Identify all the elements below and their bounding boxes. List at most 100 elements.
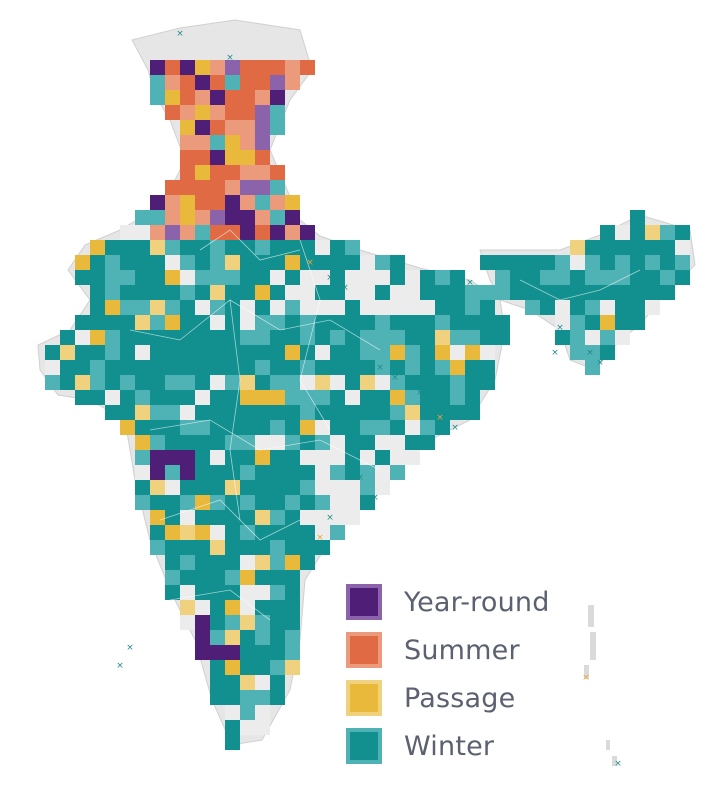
grid-cell — [180, 600, 195, 615]
grid-cell — [270, 255, 285, 270]
grid-cell — [435, 285, 450, 300]
grid-cell — [330, 420, 345, 435]
grid-cell — [165, 450, 180, 465]
grid-cell — [630, 285, 645, 300]
grid-cell — [330, 315, 345, 330]
grid-cell — [315, 420, 330, 435]
grid-cell — [240, 480, 255, 495]
andaman-islands — [584, 605, 617, 766]
grid-cell — [570, 300, 585, 315]
grid-cell — [150, 285, 165, 300]
grid-cell — [270, 315, 285, 330]
grid-cell — [105, 360, 120, 375]
grid-cell — [90, 270, 105, 285]
grid-cell — [210, 690, 225, 705]
grid-cell — [150, 420, 165, 435]
sighting-markers: ×××××××××××××× ×××××××××× — [116, 29, 622, 769]
grid-cell — [120, 420, 135, 435]
grid-cell — [195, 240, 210, 255]
grid-cell — [240, 390, 255, 405]
grid-cell — [360, 330, 375, 345]
grid-cell — [375, 405, 390, 420]
grid-cell — [180, 270, 195, 285]
grid-cell — [630, 270, 645, 285]
grid-cell — [165, 330, 180, 345]
grid-cell — [375, 420, 390, 435]
grid-cell — [210, 135, 225, 150]
grid-cell — [180, 495, 195, 510]
grid-cell — [225, 135, 240, 150]
grid-cell — [270, 225, 285, 240]
grid-cell — [135, 360, 150, 375]
grid-cell — [360, 375, 375, 390]
grid-cell — [45, 360, 60, 375]
grid-cell — [300, 465, 315, 480]
grid-cell — [240, 360, 255, 375]
grid-cell — [255, 135, 270, 150]
grid-cell — [180, 525, 195, 540]
grid-cell — [270, 555, 285, 570]
grid-cell — [270, 345, 285, 360]
grid-cell — [600, 300, 615, 315]
grid-cell — [570, 285, 585, 300]
grid-cell — [420, 390, 435, 405]
grid-cell — [225, 180, 240, 195]
grid-cell — [240, 465, 255, 480]
grid-cell — [165, 225, 180, 240]
grid-cell — [600, 270, 615, 285]
grid-cell — [435, 405, 450, 420]
grid-cell — [165, 195, 180, 210]
grid-cell — [270, 510, 285, 525]
grid-cell — [195, 120, 210, 135]
grid-cell — [150, 300, 165, 315]
grid-cell — [150, 435, 165, 450]
grid-cell — [330, 435, 345, 450]
grid-cell — [150, 405, 165, 420]
grid-cell — [405, 285, 420, 300]
grid-cell — [210, 225, 225, 240]
grid-cell — [435, 420, 450, 435]
grid-cell — [495, 330, 510, 345]
grid-cell — [315, 465, 330, 480]
grid-cell — [615, 285, 630, 300]
grid-cell — [660, 285, 675, 300]
sighting-marker-icon: × — [391, 373, 399, 383]
grid-cell — [75, 270, 90, 285]
grid-cell — [270, 360, 285, 375]
grid-cell — [285, 510, 300, 525]
grid-cell — [255, 585, 270, 600]
grid-cell — [285, 465, 300, 480]
grid-cell — [225, 585, 240, 600]
grid-cell — [225, 615, 240, 630]
grid-cell — [300, 345, 315, 360]
grid-cell — [225, 720, 240, 735]
sighting-marker-icon: × — [376, 363, 384, 373]
grid-cell — [285, 390, 300, 405]
grid-cell — [240, 180, 255, 195]
grid-cell — [345, 300, 360, 315]
grid-cell — [240, 195, 255, 210]
grid-cell — [240, 210, 255, 225]
grid-cell — [585, 240, 600, 255]
grid-cell — [165, 345, 180, 360]
grid-cell — [210, 585, 225, 600]
grid-cell — [60, 330, 75, 345]
grid-cell — [240, 255, 255, 270]
grid-cell — [255, 330, 270, 345]
grid-cell — [300, 525, 315, 540]
grid-cell — [240, 330, 255, 345]
grid-cell — [615, 225, 630, 240]
sighting-marker-icon: × — [371, 493, 379, 503]
grid-cell — [135, 240, 150, 255]
grid-cell — [195, 255, 210, 270]
sighting-marker-icon: × — [416, 388, 424, 398]
sighting-marker-icon: × — [614, 759, 622, 769]
legend-swatch-year-round — [346, 584, 382, 620]
grid-cell — [165, 510, 180, 525]
grid-cell — [90, 240, 105, 255]
grid-cell — [195, 165, 210, 180]
grid-cell — [360, 300, 375, 315]
grid-cell — [105, 300, 120, 315]
grid-cell — [210, 330, 225, 345]
grid-cell — [240, 555, 255, 570]
